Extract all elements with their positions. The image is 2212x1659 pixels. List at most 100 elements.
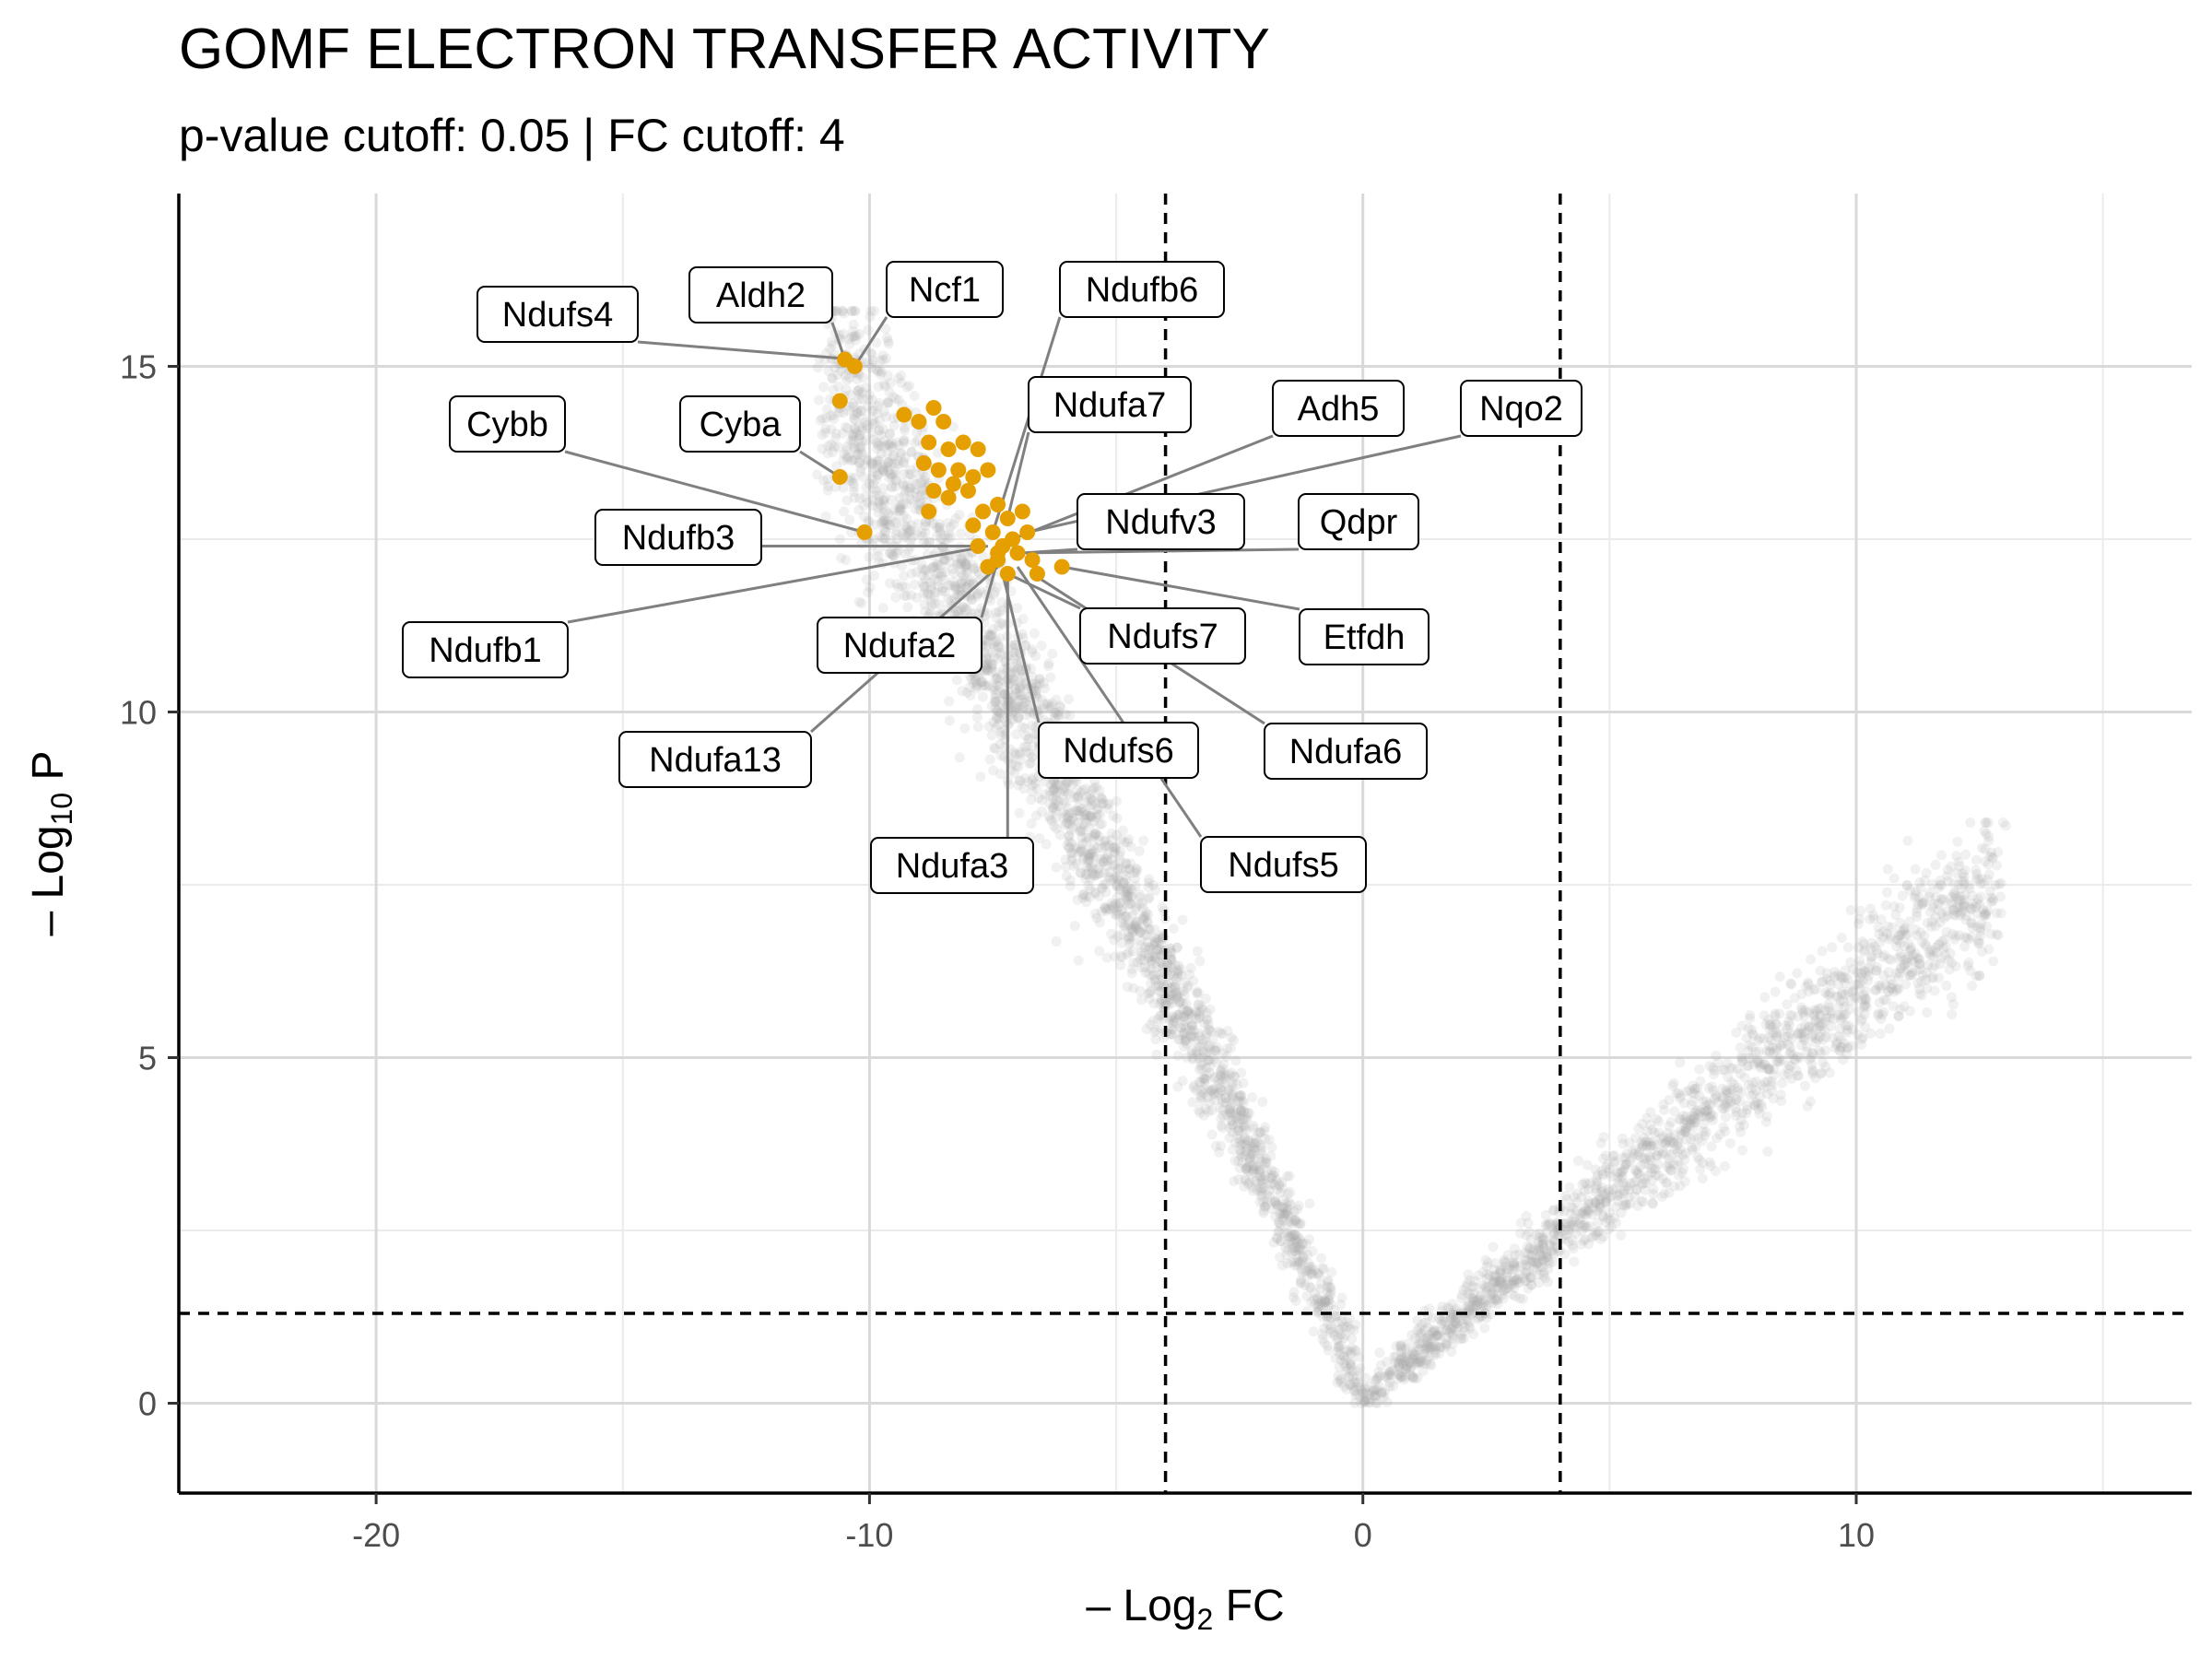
bg-point xyxy=(1928,971,1939,982)
bg-point xyxy=(1240,1132,1251,1143)
bg-point xyxy=(1241,1114,1253,1125)
bg-point xyxy=(996,596,1007,607)
bg-point xyxy=(1261,1157,1272,1168)
bg-point xyxy=(1044,785,1055,796)
bg-point xyxy=(1149,939,1160,950)
bg-point xyxy=(1216,1140,1227,1151)
bg-point xyxy=(1174,997,1185,1008)
bg-point xyxy=(1906,942,1917,953)
bg-point xyxy=(957,578,968,589)
bg-point xyxy=(991,722,1002,733)
bg-point xyxy=(1187,1010,1198,1021)
bg-point xyxy=(1653,1116,1665,1127)
bg-point xyxy=(1216,1085,1227,1096)
bg-point xyxy=(1070,806,1081,817)
bg-point xyxy=(1125,891,1136,902)
bg-point xyxy=(902,524,913,535)
bg-point xyxy=(863,587,874,598)
bg-point xyxy=(1319,1296,1330,1307)
bg-point xyxy=(1009,639,1020,650)
bg-point xyxy=(1333,1346,1344,1357)
bg-point xyxy=(1302,1265,1313,1277)
bg-point xyxy=(1459,1325,1470,1336)
bg-point xyxy=(1201,1047,1212,1058)
bg-point xyxy=(823,481,834,492)
bg-point xyxy=(974,574,985,585)
bg-point xyxy=(1197,1034,1208,1045)
bg-point xyxy=(1255,1139,1266,1150)
bg-point xyxy=(911,484,922,495)
bg-point xyxy=(887,451,898,462)
bg-point xyxy=(868,483,879,494)
bg-point xyxy=(1244,1177,1255,1188)
bg-point xyxy=(873,381,884,392)
bg-point xyxy=(1049,821,1060,832)
bg-point xyxy=(1088,841,1100,852)
bg-point xyxy=(1479,1323,1490,1334)
bg-point xyxy=(1242,1161,1253,1172)
bg-point xyxy=(1343,1371,1354,1382)
bg-point xyxy=(899,422,910,433)
bg-point xyxy=(877,424,888,435)
bg-point xyxy=(1076,846,1087,857)
bg-point xyxy=(1160,998,1171,1009)
bg-point xyxy=(854,389,865,400)
bg-point xyxy=(940,566,951,577)
bg-point xyxy=(1339,1351,1350,1362)
bg-point xyxy=(1853,918,1864,929)
bg-point xyxy=(1197,1073,1208,1084)
bg-point xyxy=(1250,1133,1261,1144)
bg-point xyxy=(1279,1210,1290,1221)
bg-point xyxy=(855,463,866,474)
bg-point xyxy=(1066,855,1077,866)
bg-point xyxy=(1784,1019,1795,1030)
bg-point xyxy=(1318,1323,1329,1334)
bg-point xyxy=(873,366,884,377)
bg-point xyxy=(1209,1073,1220,1084)
bg-point xyxy=(1384,1377,1395,1388)
bg-point xyxy=(1395,1355,1406,1366)
bg-point xyxy=(1264,1134,1275,1145)
bg-point xyxy=(1295,1218,1306,1230)
bg-point xyxy=(1221,1110,1232,1121)
bg-point xyxy=(900,582,911,593)
bg-point xyxy=(1127,927,1138,938)
bg-point xyxy=(1345,1380,1356,1391)
bg-point xyxy=(1200,993,1211,1004)
highlight-point xyxy=(970,441,986,457)
bg-point xyxy=(1123,895,1134,906)
bg-point xyxy=(1087,844,1098,855)
bg-point xyxy=(1176,970,1187,981)
bg-point xyxy=(1011,665,1022,677)
bg-point xyxy=(976,677,987,688)
bg-point xyxy=(971,679,982,690)
bg-point xyxy=(1012,603,1023,614)
bg-point xyxy=(1653,1146,1664,1157)
bg-point xyxy=(900,485,911,496)
bg-point xyxy=(841,453,853,465)
bg-point xyxy=(1134,925,1145,936)
bg-point xyxy=(1230,1112,1241,1123)
bg-point xyxy=(1137,912,1148,923)
x-tick-label: 0 xyxy=(1354,1516,1372,1554)
highlight-point xyxy=(945,476,961,492)
bg-point xyxy=(1240,1149,1251,1160)
bg-point xyxy=(948,519,959,530)
bg-point xyxy=(1349,1345,1360,1356)
bg-point xyxy=(1021,710,1032,721)
bg-point xyxy=(1835,1010,1846,1021)
bg-point xyxy=(964,577,975,588)
bg-point xyxy=(1101,853,1112,864)
bg-point xyxy=(950,551,961,562)
bg-point xyxy=(1225,1106,1236,1117)
bg-point xyxy=(1666,1149,1677,1160)
bg-point xyxy=(1150,937,1161,948)
bg-point xyxy=(1259,1125,1270,1136)
bg-point xyxy=(1223,1084,1234,1095)
bg-point xyxy=(1077,854,1088,865)
bg-point xyxy=(1288,1242,1299,1253)
bg-point xyxy=(1209,1088,1220,1100)
bg-point xyxy=(1156,974,1167,985)
bg-point xyxy=(1239,1106,1250,1117)
bg-point xyxy=(1168,1024,1179,1035)
